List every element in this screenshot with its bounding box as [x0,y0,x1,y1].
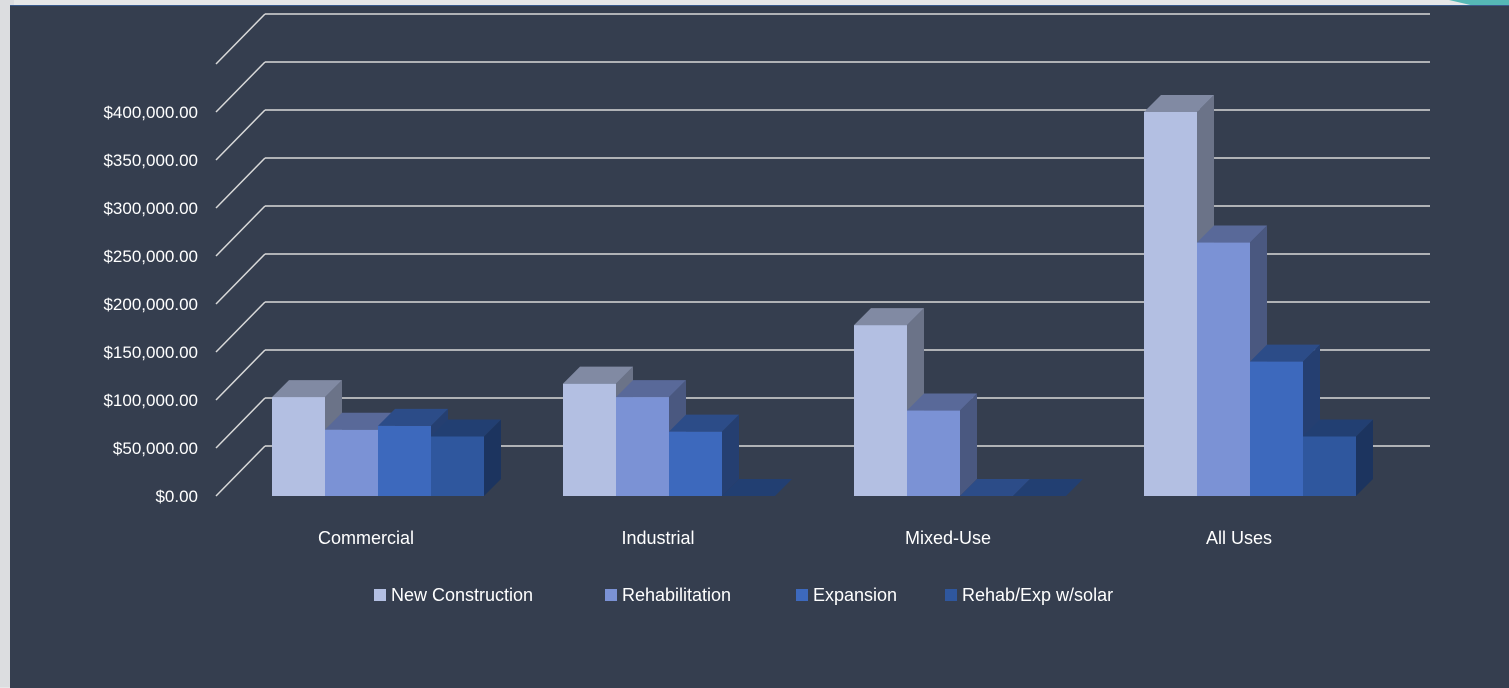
bar-top [616,380,686,398]
bar-top [1250,344,1320,362]
y-tick-label: $200,000.00 [103,295,198,314]
bar-zero [722,479,792,496]
y-tick-label: $250,000.00 [103,247,198,266]
bar-top [325,412,395,430]
bar-top [854,308,924,326]
y-tick-label: $50,000.00 [113,439,198,458]
gridline-depth [215,13,266,65]
bar-top [1197,225,1267,243]
bar-top [907,393,977,411]
x-category-label: Mixed-Use [905,528,991,548]
legend-swatch [374,589,386,601]
bar [1197,242,1250,496]
legend-label: Rehabilitation [622,585,731,605]
bar-zero [960,479,1030,496]
gridline-depth [215,445,266,497]
gridline-depth [215,109,266,161]
bar [378,425,431,496]
bar-top [669,414,739,432]
bar-top [1303,419,1373,437]
gridline-depth [215,349,266,401]
legend-swatch [796,589,808,601]
bar-top [1144,95,1214,112]
bar-side [1356,419,1373,496]
x-category-label: All Uses [1206,528,1272,548]
bar-side [722,414,739,496]
y-tick-label: $150,000.00 [103,343,198,362]
y-tick-label: $300,000.00 [103,199,198,218]
bar-chart-3d: $0.00 $50,000.00 $100,000.00 $150,000.00 $20… [103,13,1430,605]
bar-top [431,419,501,437]
y-tick-label: $100,000.00 [103,391,198,410]
bar [1250,361,1303,496]
legend-swatch [945,589,957,601]
gridline-depth [215,61,266,113]
bar [854,325,907,496]
y-tick-label: $400,000.00 [103,103,198,122]
bar [907,410,960,496]
bar [272,397,325,496]
gridline-depth [215,157,266,209]
y-tick-label: $350,000.00 [103,151,198,170]
bar [431,436,484,496]
legend-label: Expansion [813,585,897,605]
bar [669,431,722,496]
gridline-depth [215,301,266,353]
x-category-label: Commercial [318,528,414,548]
legend-label: Rehab/Exp w/solar [962,585,1113,605]
bar [325,429,378,496]
bar-top [272,380,342,398]
bar [1303,436,1356,496]
x-category-label: Industrial [621,528,694,548]
chart-panel: $0.00 $50,000.00 $100,000.00 $150,000.00 $20… [10,5,1509,688]
bar [563,383,616,496]
gridline-depth [215,253,266,305]
legend-label: New Construction [391,585,533,605]
bar-side [960,393,977,496]
bar [1144,112,1197,496]
gridline-depth [215,397,266,449]
bar-top [378,408,448,426]
legend-swatch [605,589,617,601]
y-tick-label: $0.00 [155,487,198,506]
bar-side [484,419,501,496]
gridline-depth [215,205,266,257]
bar [616,397,669,496]
bar-top [563,366,633,384]
bar-zero [1013,479,1083,496]
